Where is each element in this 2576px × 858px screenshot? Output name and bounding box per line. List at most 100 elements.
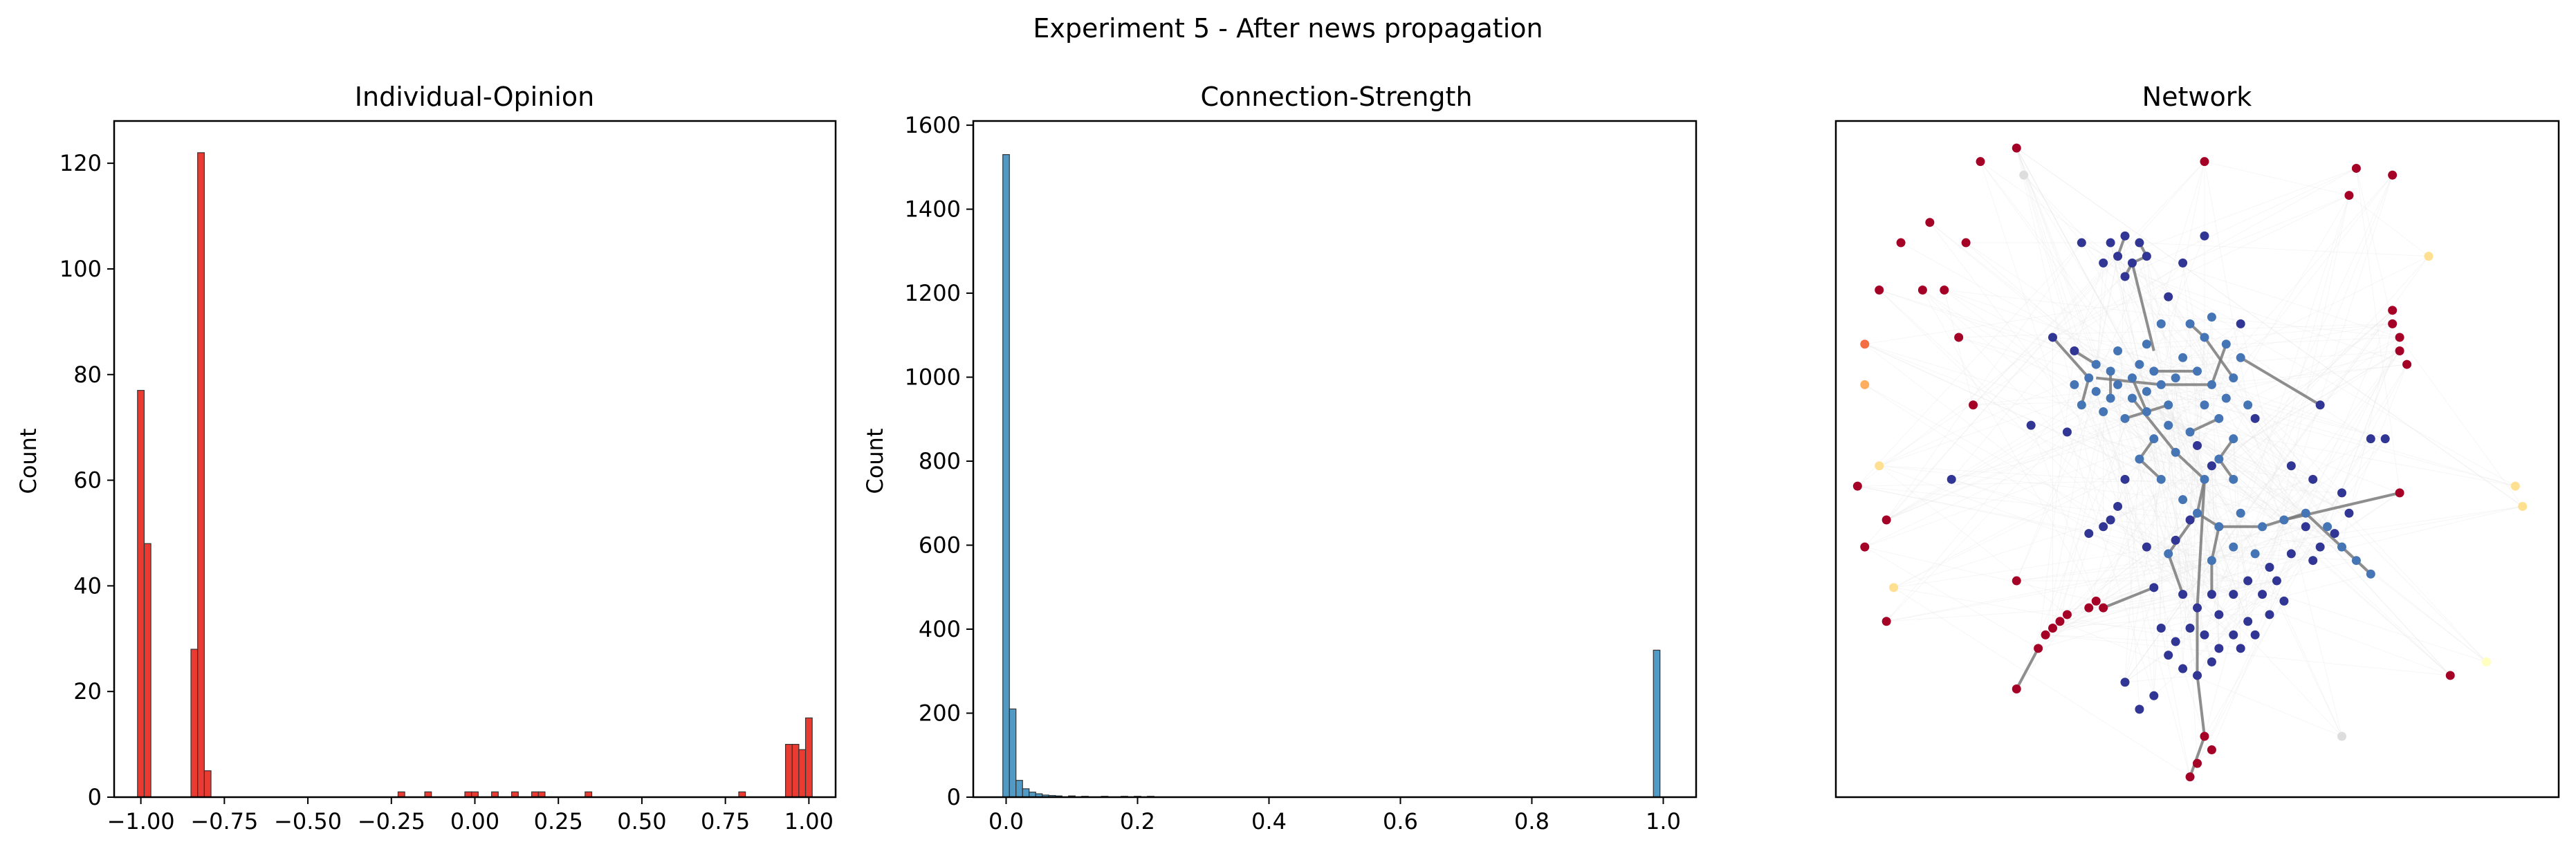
network-node <box>2077 400 2086 410</box>
y-tick-label: 1200 <box>905 280 961 306</box>
network-faint-edge <box>1886 418 2126 521</box>
network-faint-edge <box>2175 492 2400 642</box>
network-node <box>2265 610 2274 619</box>
y-tick-label: 1400 <box>905 196 961 223</box>
y-tick-label: 0 <box>947 784 961 810</box>
network-faint-edge <box>1958 323 2393 338</box>
network-faint-edge <box>2074 384 2147 548</box>
network-faint-edge <box>2197 364 2407 764</box>
network-node <box>1875 286 1884 295</box>
network-faint-edge <box>2016 351 2119 581</box>
network-faint-edge <box>2355 168 2393 324</box>
network-faint-edge <box>2132 377 2451 676</box>
network-edge <box>2015 647 2040 690</box>
histogram-bar <box>137 390 145 798</box>
network-faint-edge <box>2103 262 2407 365</box>
network-faint-edge <box>2103 438 2155 608</box>
network-faint-edge <box>2117 478 2162 507</box>
network-faint-edge <box>2218 492 2342 649</box>
network-faint-edge <box>2168 296 2357 561</box>
network-node <box>2366 569 2375 579</box>
network-node <box>2193 366 2202 376</box>
network-faint-edge <box>1864 411 2147 548</box>
network-faint-edge <box>2211 317 2220 649</box>
network-faint-edge <box>1857 485 2263 528</box>
network-faint-edge <box>2110 519 2256 635</box>
network-faint-edge <box>2096 384 2162 392</box>
x-tick-label: 0.50 <box>617 808 666 834</box>
network-faint-edge <box>2197 479 2314 676</box>
x-tick-label: 0.00 <box>450 808 499 834</box>
network-faint-edge <box>2074 384 2350 514</box>
network-faint-edge <box>2117 236 2126 507</box>
network-node <box>2084 529 2094 539</box>
network-faint-edge <box>1879 290 2074 351</box>
network-node <box>2200 157 2209 167</box>
network-faint-edge <box>2211 364 2407 385</box>
network-faint-edge <box>2225 398 2487 662</box>
network-faint-edge <box>2153 371 2386 440</box>
network-edge <box>2210 526 2220 561</box>
network-faint-edge <box>1922 290 2104 412</box>
network-node <box>2055 617 2065 626</box>
network-faint-edge <box>1864 384 2220 615</box>
network-node <box>2048 333 2057 342</box>
network-faint-edge <box>2096 364 2386 440</box>
network-node <box>2091 596 2101 606</box>
network-node <box>2236 353 2245 362</box>
network-faint-edge <box>2132 398 2350 514</box>
network-nodes <box>1852 143 2528 782</box>
network-faint-edge <box>2204 195 2350 635</box>
network-faint-edge <box>2016 236 2205 689</box>
network-faint-edge <box>2160 324 2191 480</box>
histogram-bar <box>190 649 199 798</box>
network-node <box>2185 624 2195 633</box>
network-faint-edge <box>2052 614 2219 628</box>
network-faint-edge <box>2168 425 2184 595</box>
network-faint-edge <box>2081 404 2357 561</box>
network-node <box>1947 474 1956 484</box>
network-node <box>2200 231 2209 241</box>
network-faint-edge <box>2218 195 2350 419</box>
x-tick-label: 0.2 <box>1120 808 1155 834</box>
network-faint-edge <box>1893 587 2191 778</box>
network-node <box>1875 461 1884 471</box>
network-edge <box>2196 479 2206 608</box>
network-faint-edge <box>1893 478 2234 588</box>
network-faint-edge <box>2139 242 2306 528</box>
network-faint-edge <box>2110 242 2357 561</box>
network-faint-edge <box>2160 628 2212 662</box>
network-edge <box>2189 736 2206 778</box>
network-node <box>2308 556 2318 566</box>
network-faint-edge <box>1879 262 2183 467</box>
network-node <box>2106 515 2115 525</box>
network-faint-edge <box>2124 310 2393 683</box>
network-node <box>2099 258 2108 268</box>
network-node <box>2185 772 2195 782</box>
network-faint-edge <box>2117 351 2198 676</box>
network-faint-edge <box>2197 351 2400 676</box>
connection-ylabel: Count <box>862 428 888 494</box>
network-faint-edge <box>2059 398 2111 622</box>
network-faint-edge <box>2095 364 2220 528</box>
network-faint-edge <box>2182 195 2350 263</box>
network-faint-edge <box>2110 519 2248 581</box>
network-node <box>2207 556 2216 566</box>
network-faint-edge <box>2160 161 2205 385</box>
network-edge <box>2196 675 2206 737</box>
x-tick-label: 0.25 <box>534 808 583 834</box>
network-faint-edge <box>2059 560 2212 622</box>
network-node <box>2142 542 2151 552</box>
network-faint-edge <box>2016 147 2097 365</box>
network-node <box>2034 644 2043 653</box>
network-faint-edge <box>2038 465 2292 649</box>
x-tick-label: 1.00 <box>784 808 834 834</box>
network-node <box>2200 630 2209 640</box>
network-node <box>2395 488 2404 498</box>
network-faint-edge <box>2175 452 2234 595</box>
network-faint-edge <box>2067 431 2212 467</box>
y-tick-label: 120 <box>59 150 102 176</box>
network-node <box>2286 549 2296 559</box>
network-faint-edge <box>2110 242 2249 622</box>
connection-title: Connection-Strength <box>1200 82 1472 112</box>
